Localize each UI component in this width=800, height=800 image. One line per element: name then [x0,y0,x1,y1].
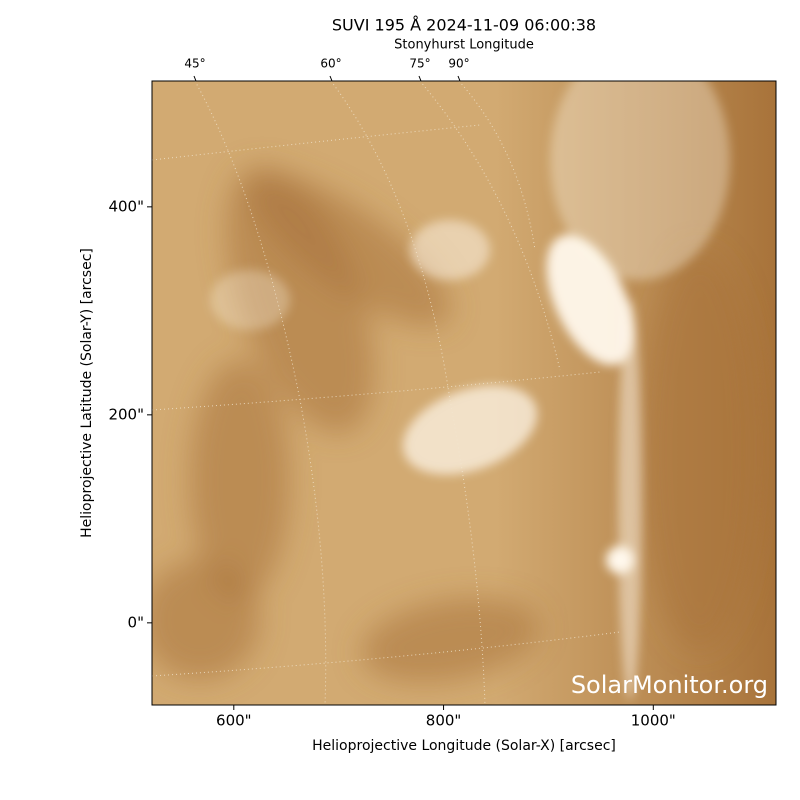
top-tick [457,75,461,82]
dark-region [249,173,451,327]
y-tick-label: 400" [108,197,144,215]
dark-region [190,360,290,600]
top-tick-label: 45° [184,57,205,71]
bright-region [550,81,730,280]
x-tick-label: 1000" [631,712,676,730]
watermark: SolarMonitor.org [571,671,768,699]
x-tick-label: 600" [216,712,252,730]
solar-image [152,81,776,705]
dark-region [152,560,260,680]
x-axis-label: Helioprojective Longitude (Solar-X) [arc… [312,738,616,754]
y-tick-label: 200" [108,405,144,423]
dark-region [361,597,539,683]
top-tick-label: 60° [320,57,341,71]
top-tick [193,75,197,82]
y-axis-label: Helioprojective Latitude (Solar-Y) [arcs… [79,248,95,538]
y-tick-label: 0" [128,613,144,631]
top-tick [329,75,333,82]
bright-region [210,270,290,330]
chart-title: SUVI 195 Å 2024-11-09 06:00:38 [332,16,596,35]
bright-region [410,220,490,280]
top-tick-label: 75° [409,57,430,71]
top-axis-label: Stonyhurst Longitude [394,38,534,53]
x-tick-label: 800" [426,712,462,730]
bright-region [618,300,642,700]
dark-region [640,250,760,650]
top-tick [418,75,422,82]
top-tick-label: 90° [448,57,469,71]
dark-region [226,166,374,434]
plot-frame [151,80,777,706]
bright-region [402,385,538,475]
